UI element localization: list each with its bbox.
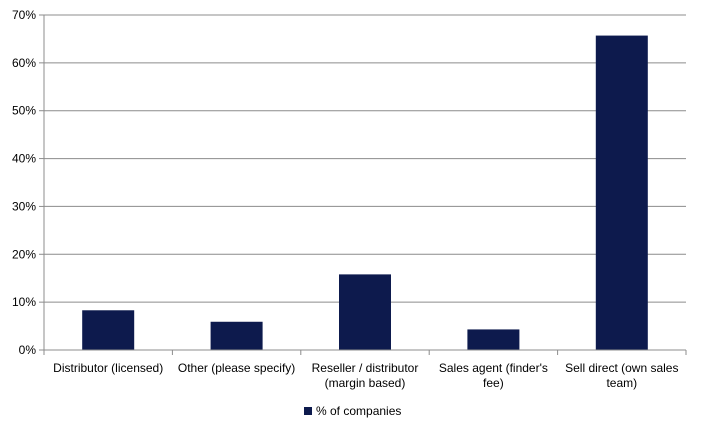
- bar: [595, 35, 648, 350]
- x-axis-tick-labels: Distributor (licensed) Other (please spec…: [53, 361, 678, 390]
- y-tick-label: 70%: [12, 8, 36, 22]
- axes: [43, 15, 687, 355]
- bar: [210, 321, 263, 350]
- legend-swatch: [304, 407, 312, 415]
- y-tick-label: 20%: [12, 247, 36, 261]
- y-tick-label: 60%: [12, 56, 36, 70]
- y-tick-label: 40%: [12, 152, 36, 166]
- x-tick-label: Distributor (licensed): [53, 361, 163, 375]
- bar: [467, 329, 520, 350]
- y-tick-label: 50%: [12, 104, 36, 118]
- legend-label: % of companies: [316, 404, 401, 418]
- x-tick-label: Reseller / distributor (margin based): [312, 361, 419, 390]
- y-axis-tick-labels: 0% 10% 20% 30% 40% 50% 60% 70%: [12, 8, 36, 357]
- bars: [82, 35, 648, 350]
- y-tick-label: 10%: [12, 295, 36, 309]
- legend: % of companies: [304, 404, 401, 418]
- x-tick-label: Sales agent (finder's fee): [439, 361, 548, 390]
- gridlines: [39, 14, 686, 351]
- y-tick-label: 30%: [12, 199, 36, 213]
- x-tick-label: Other (please specify): [178, 361, 295, 375]
- bar: [82, 310, 135, 350]
- x-tick-label: Sell direct (own sales team): [565, 361, 678, 390]
- y-tick-label: 0%: [19, 343, 37, 357]
- bar: [339, 274, 391, 350]
